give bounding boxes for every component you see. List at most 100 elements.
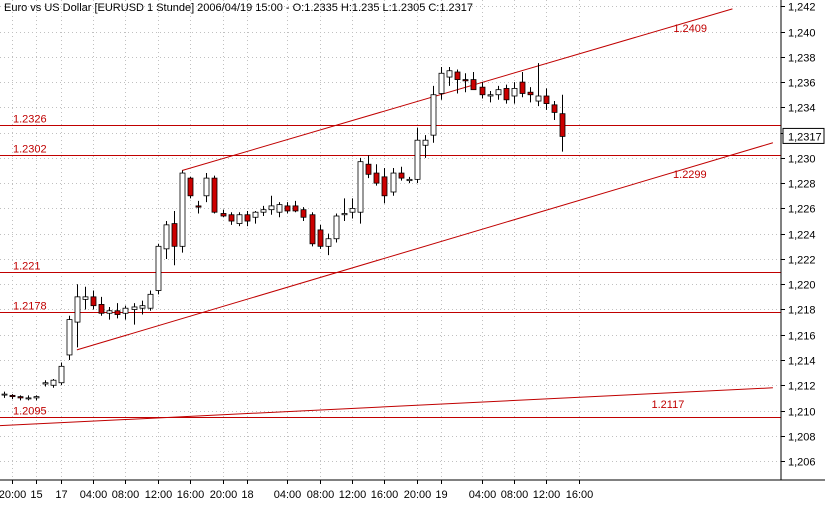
- candle-up: [438, 72, 445, 94]
- candle-up: [495, 89, 502, 96]
- candle-up: [163, 224, 170, 250]
- candle-down: [503, 88, 510, 101]
- candle-up: [203, 177, 210, 197]
- candle-up: [260, 209, 267, 213]
- x-tick-label: 20:00: [210, 489, 238, 501]
- candle-up: [276, 204, 283, 213]
- x-tick-label: 08:00: [112, 489, 140, 501]
- x-tick-label: 08:00: [501, 489, 529, 501]
- candle-down: [211, 177, 218, 213]
- y-tick-label: 1,228: [788, 179, 816, 191]
- candle-up: [430, 94, 437, 136]
- y-tick-label: 1,206: [788, 457, 816, 469]
- y-tick-label: 1,224: [788, 230, 816, 242]
- candle-up: [155, 245, 162, 291]
- candle-up: [268, 205, 275, 211]
- candle-up: [58, 365, 65, 384]
- candle-up: [446, 70, 453, 78]
- candle-up: [349, 208, 356, 213]
- candle-down: [527, 91, 534, 96]
- candle-up: [147, 293, 154, 309]
- candle-down: [228, 214, 235, 222]
- candle-down: [381, 176, 388, 197]
- horizontal-line-label: 1.2302: [13, 144, 47, 156]
- candle-down: [519, 81, 526, 94]
- candle-up: [252, 211, 259, 218]
- candle-up: [74, 296, 81, 323]
- candle-up: [511, 88, 518, 97]
- candle-down: [17, 396, 24, 399]
- candle-down: [398, 172, 405, 179]
- y-tick-label: 1,234: [788, 103, 816, 115]
- y-tick-label: 1,218: [788, 305, 816, 317]
- x-tick-label: 16:00: [177, 489, 205, 501]
- candle-down: [284, 205, 291, 212]
- y-tick-label: 1,208: [788, 432, 816, 444]
- candle-down: [559, 113, 566, 137]
- x-tick-label: 20:00: [0, 489, 26, 501]
- x-axis: 20:00 15 17 04:00 08:00 12:00 16:00 20:00 18 04:0…: [0, 480, 593, 501]
- horizontal-line-label: 1.2326: [13, 114, 47, 126]
- candle-down: [171, 223, 178, 247]
- candle-down: [543, 95, 550, 104]
- y-tick-label: 1,236: [788, 78, 816, 90]
- x-tick-label: 19: [435, 489, 447, 501]
- horizontal-lines-layer: 1.2326 1.2302 1.221 1.2178 1.2095: [0, 114, 781, 418]
- chart-title: Euro vs US Dollar [EURUSD 1 Stunde] 2006…: [4, 2, 473, 14]
- candle-up: [82, 296, 89, 300]
- x-tick-label: 04:00: [80, 489, 108, 501]
- candle-down: [454, 71, 461, 80]
- horizontal-line-label: 1.2178: [13, 301, 47, 313]
- candle-up: [406, 178, 413, 182]
- x-tick-label: 12:00: [533, 489, 561, 501]
- candle-down: [365, 163, 372, 175]
- candle-up: [422, 139, 429, 146]
- x-tick-label: 20:00: [404, 489, 432, 501]
- candle-up: [122, 307, 129, 314]
- candle-down: [300, 209, 307, 218]
- candles-layer: [1, 63, 566, 401]
- candle-up: [236, 214, 243, 224]
- trend-line: [76, 142, 774, 351]
- candle-down: [292, 205, 299, 212]
- candle-down: [187, 177, 194, 197]
- x-tick-label: 17: [55, 489, 67, 501]
- x-tick-label: 18: [241, 489, 253, 501]
- candle-up: [390, 172, 397, 193]
- candle-up: [25, 397, 32, 400]
- candle-up: [131, 306, 138, 310]
- horizontal-line-label: 1.221: [13, 261, 41, 273]
- x-tick-label: 12:00: [339, 489, 367, 501]
- y-tick-label: 1,230: [788, 154, 816, 166]
- last-price-box: [782, 127, 825, 144]
- x-tick-label: 04:00: [469, 489, 497, 501]
- trend-line: [0, 387, 773, 427]
- y-tick-label: 1,220: [788, 280, 816, 292]
- candle-down: [317, 229, 324, 247]
- trend-lines-layer: 1.2409 1.2299 1.2117: [0, 8, 774, 427]
- candle-up: [106, 310, 113, 314]
- trend-line-label: 1.2117: [651, 399, 684, 411]
- last-price-label: 1,2317: [788, 131, 822, 143]
- x-tick-label: 12:00: [145, 489, 173, 501]
- candle-up: [357, 161, 364, 213]
- x-tick-label: 16:00: [371, 489, 399, 501]
- y-tick-label: 1,238: [788, 53, 816, 65]
- candle-up: [179, 172, 186, 247]
- candle-down: [479, 86, 486, 96]
- x-tick-label: 08:00: [307, 489, 335, 501]
- candle-down: [90, 296, 97, 307]
- y-tick-label: 1,216: [788, 331, 816, 343]
- candle-up: [341, 213, 348, 216]
- candle-up: [139, 305, 146, 309]
- horizontal-line-label: 1.2095: [13, 406, 47, 418]
- candle-down: [114, 310, 121, 315]
- y-tick-label: 1,210: [788, 407, 816, 419]
- y-tick-label: 1,212: [788, 381, 816, 393]
- candle-down: [462, 79, 469, 82]
- candle-up: [333, 215, 340, 240]
- candle-down: [9, 394, 16, 398]
